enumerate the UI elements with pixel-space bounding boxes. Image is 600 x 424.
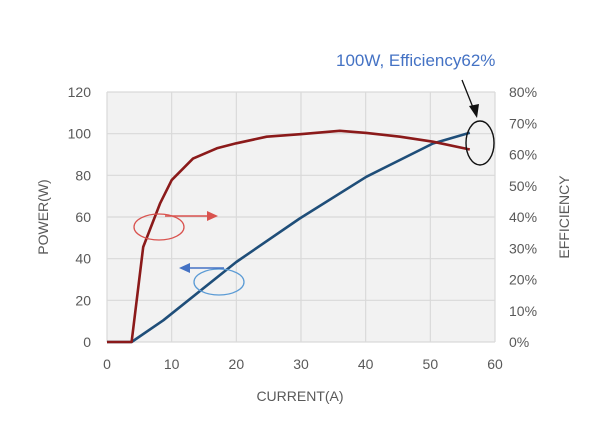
y-tick-label: 0 xyxy=(83,334,91,350)
y2-tick-label: 80% xyxy=(509,84,537,100)
y-tick-label: 40 xyxy=(75,251,91,267)
series-line-power xyxy=(107,131,471,344)
annotation-arrow xyxy=(461,79,475,111)
x-tick-label: 30 xyxy=(293,356,309,372)
x-tick-label: 40 xyxy=(358,356,374,372)
y2-tick-label: 40% xyxy=(509,209,537,225)
y-tick-label: 80 xyxy=(75,167,91,183)
power-series-marker-ellipse xyxy=(193,268,245,296)
x-tick-label: 10 xyxy=(164,356,180,372)
y2-tick-label: 0% xyxy=(509,334,529,350)
y2-tick-label: 20% xyxy=(509,272,537,288)
x-tick-label: 0 xyxy=(103,356,111,372)
y2-tick-label: 30% xyxy=(509,240,537,256)
tick-labels: 0 10 20 30 40 50 60 0 20 40 60 80 100 120 0% 10% 20% 30% 4… xyxy=(68,84,537,372)
series-line-efficiency xyxy=(107,129,471,344)
efficiency-series-marker-ellipse xyxy=(133,213,185,241)
y2-tick-label: 10% xyxy=(509,303,537,319)
y2-axis-label: EFFICIENCY xyxy=(556,175,572,259)
y-tick-label: 60 xyxy=(75,209,91,225)
y-tick-label: 20 xyxy=(75,292,91,308)
left-arrow-head-icon xyxy=(179,263,190,273)
x-tick-label: 60 xyxy=(487,356,503,372)
annotation-arrow-head-icon xyxy=(469,104,479,118)
right-arrow-head-icon xyxy=(207,211,218,221)
x-tick-label: 20 xyxy=(229,356,245,372)
endpoint-highlight-ellipse xyxy=(465,120,495,166)
y2-tick-label: 60% xyxy=(509,147,537,163)
y2-tick-label: 50% xyxy=(509,178,537,194)
x-tick-label: 50 xyxy=(423,356,439,372)
x-axis-label: CURRENT(A) xyxy=(256,388,343,404)
y-tick-label: 100 xyxy=(68,126,92,142)
y-axis-label: POWER(W) xyxy=(35,179,51,254)
series-lines xyxy=(107,129,471,344)
annotation-label: 100W, Efficiency62% xyxy=(336,51,495,70)
y-tick-label: 120 xyxy=(68,84,92,100)
y2-tick-label: 70% xyxy=(509,115,537,131)
